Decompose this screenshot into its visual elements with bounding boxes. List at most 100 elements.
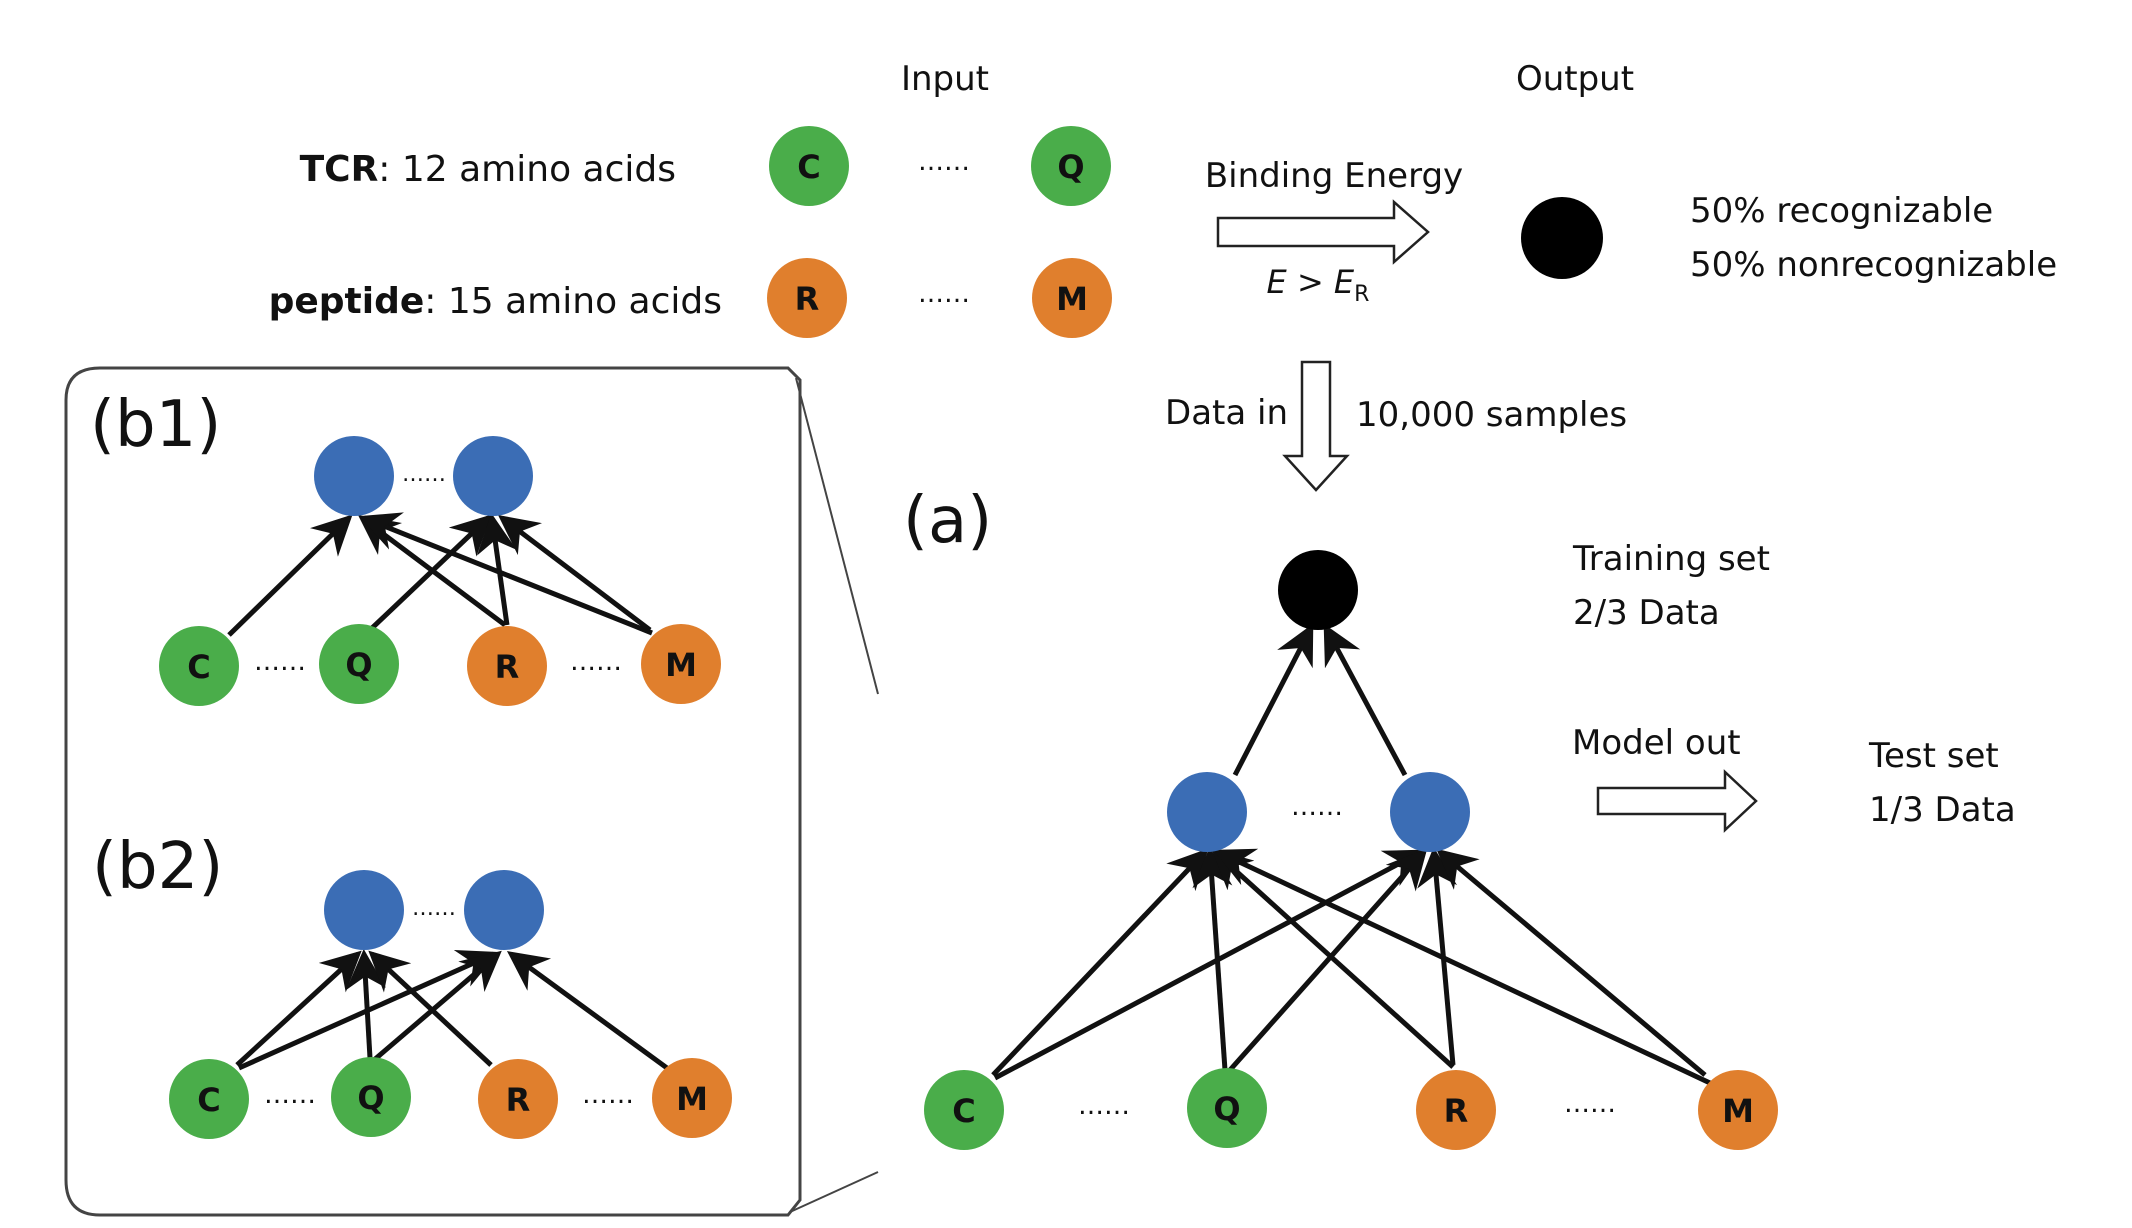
tcr-ellipsis: …… [918, 147, 970, 177]
svg-text:C: C [797, 148, 820, 186]
peptide-description: peptide: 15 amino acids [269, 281, 722, 322]
panel-b1-hidden-ellipsis: …… [402, 462, 446, 487]
output-header: Output [1516, 59, 1634, 99]
svg-text:Q: Q [1057, 148, 1084, 186]
edge [993, 849, 1426, 1081]
edge [359, 512, 653, 636]
panel-b-box [64, 366, 802, 1217]
input-header: Input [901, 59, 989, 99]
panel-b1-input-q-node: Q [319, 624, 399, 704]
panel-b2-label: (b2) [92, 830, 223, 904]
panel-b1-edges [227, 512, 653, 637]
svg-text:Q: Q [357, 1079, 384, 1117]
edge [357, 515, 507, 628]
output-node [1521, 197, 1603, 279]
peptide-length: : 15 amino acids [424, 281, 722, 322]
svg-text:Q: Q [1213, 1090, 1240, 1128]
panel-b2-edges [235, 949, 669, 1071]
panel-b1-hidden-node [453, 436, 533, 516]
svg-text:M: M [1056, 280, 1088, 318]
panel-a-peptide-ellipsis: …… [1564, 1089, 1616, 1119]
edge [227, 514, 353, 637]
edge [1323, 623, 1408, 777]
data-in-arrow [1282, 360, 1350, 492]
panel-a-hidden-node [1167, 772, 1247, 852]
panel-a-input-m-node: M [1698, 1070, 1778, 1150]
edge [498, 514, 652, 632]
svg-text:Q: Q [345, 646, 372, 684]
svg-text:M: M [665, 646, 697, 684]
panel-a-input-q-node: Q [1187, 1068, 1267, 1148]
edge [368, 950, 493, 1067]
panel-b1-peptide-ellipsis: …… [570, 647, 622, 677]
model-out-arrow [1596, 769, 1758, 833]
edge [991, 848, 1209, 1077]
panel-b2-hidden-node [324, 870, 404, 950]
edge [346, 949, 386, 1059]
edge [506, 951, 669, 1071]
panel-b1-input-m-node: M [641, 624, 721, 704]
binding-condition: E > ER [1267, 263, 1370, 307]
panel-b2-hidden-ellipsis: …… [412, 896, 456, 921]
panel-b1-input-r-node: R [467, 626, 547, 706]
tcr-description: TCR: 12 amino acids [300, 149, 676, 190]
panel-a-hidden-ellipsis: …… [1291, 792, 1343, 822]
zoom-line-bottom [789, 1171, 879, 1213]
panel-b2-hidden-node [464, 870, 544, 950]
binding-arrow [1216, 199, 1430, 265]
input-tcr-last-node: Q [1031, 126, 1111, 206]
panel-b2-peptide-ellipsis: …… [582, 1080, 634, 1110]
panel-b2-input-c-node: C [169, 1059, 249, 1139]
panel-a-input-c-node: C [924, 1070, 1004, 1150]
edge [1211, 848, 1455, 1069]
edge [372, 950, 502, 1062]
svg-text:R: R [506, 1081, 531, 1119]
data-in-label: Data in [1165, 393, 1288, 433]
svg-text:R: R [795, 280, 820, 318]
input-peptide-first-node: R [767, 258, 847, 338]
panel-b1-label: (b1) [90, 388, 221, 462]
peptide-label: peptide [269, 281, 425, 322]
panel-a-tcr-ellipsis: …… [1078, 1091, 1130, 1121]
svg-text:R: R [1444, 1092, 1469, 1130]
svg-text:C: C [952, 1092, 975, 1130]
training-set-fraction: 2/3 Data [1573, 593, 1720, 633]
output-recognizable: 50% recognizable [1690, 191, 1993, 231]
test-set-fraction: 1/3 Data [1869, 790, 2016, 830]
edge [1436, 848, 1707, 1077]
panel-a-input-r-node: R [1416, 1070, 1496, 1150]
panel-b2-input-r-node: R [478, 1059, 558, 1139]
panel-b1-input-c-node: C [159, 626, 239, 706]
test-set-label: Test set [1868, 736, 1999, 776]
panel-a-output-node [1278, 550, 1358, 630]
training-set-label: Training set [1572, 539, 1770, 579]
svg-text:C: C [197, 1081, 220, 1119]
binding-energy-label: Binding Energy [1205, 156, 1463, 196]
edge [1213, 848, 1712, 1086]
panel-a-label: (a) [903, 484, 992, 558]
svg-text:R: R [495, 648, 520, 686]
output-nonrecognizable: 50% nonrecognizable [1690, 245, 2057, 285]
panel-b2-input-q-node: Q [331, 1057, 411, 1137]
svg-text:M: M [1722, 1092, 1754, 1130]
zoom-line-top [795, 377, 879, 695]
tcr-length: : 12 amino acids [378, 149, 676, 190]
panel-b2-tcr-ellipsis: …… [264, 1080, 316, 1110]
peptide-ellipsis: …… [918, 279, 970, 309]
edge [1228, 848, 1428, 1072]
panel-b2-input-m-node: M [652, 1058, 732, 1138]
panel-a-edges [991, 623, 1712, 1086]
samples-label: 10,000 samples [1356, 395, 1627, 435]
edge [235, 950, 362, 1067]
panel-a-hidden-node [1390, 772, 1470, 852]
edge [1232, 623, 1314, 777]
input-tcr-first-node: C [769, 126, 849, 206]
svg-text:M: M [676, 1080, 708, 1118]
edge [368, 514, 492, 632]
svg-text:C: C [187, 648, 210, 686]
model-out-label: Model out [1572, 723, 1741, 763]
tcr-label: TCR [300, 149, 379, 190]
panel-b1-tcr-ellipsis: …… [254, 647, 306, 677]
panel-b1-hidden-node [314, 436, 394, 516]
